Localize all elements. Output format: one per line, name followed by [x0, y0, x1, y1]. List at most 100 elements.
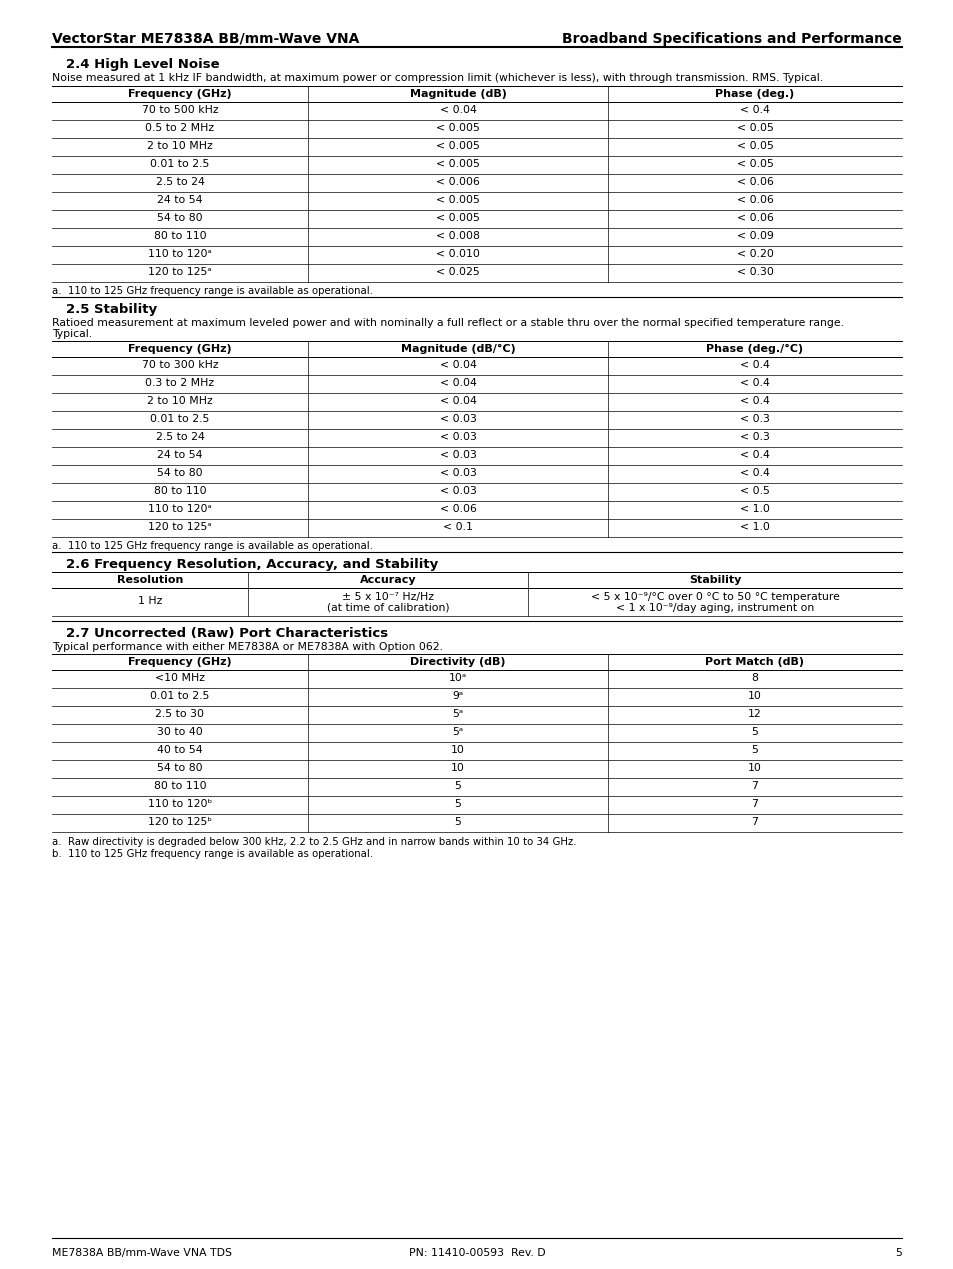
Text: 5: 5	[454, 817, 461, 827]
Text: < 0.06: < 0.06	[736, 213, 773, 223]
Text: Magnitude (dB/°C): Magnitude (dB/°C)	[400, 344, 515, 354]
Text: 10: 10	[747, 763, 761, 773]
Text: Port Match (dB): Port Match (dB)	[705, 657, 803, 667]
Text: 2.5 to 24: 2.5 to 24	[155, 431, 204, 442]
Text: < 0.4: < 0.4	[740, 450, 769, 459]
Text: a.  Raw directivity is degraded below 300 kHz, 2.2 to 2.5 GHz and in narrow band: a. Raw directivity is degraded below 300…	[52, 838, 576, 846]
Text: < 0.04: < 0.04	[439, 396, 476, 406]
Text: 110 to 120ᵇ: 110 to 120ᵇ	[148, 799, 212, 810]
Text: < 0.05: < 0.05	[736, 159, 773, 169]
Text: < 0.20: < 0.20	[736, 249, 773, 259]
Text: < 0.4: < 0.4	[740, 396, 769, 406]
Text: Typical performance with either ME7838A or ME7838A with Option 062.: Typical performance with either ME7838A …	[52, 642, 442, 652]
Text: < 1.0: < 1.0	[740, 504, 769, 514]
Text: Frequency (GHz): Frequency (GHz)	[128, 344, 232, 354]
Text: 54 to 80: 54 to 80	[157, 213, 203, 223]
Text: 70 to 500 kHz: 70 to 500 kHz	[142, 105, 218, 115]
Text: 54 to 80: 54 to 80	[157, 468, 203, 478]
Text: Stability: Stability	[688, 575, 740, 585]
Text: Typical.: Typical.	[52, 329, 92, 339]
Text: Phase (deg.): Phase (deg.)	[715, 89, 794, 99]
Text: 7: 7	[751, 817, 758, 827]
Text: 40 to 54: 40 to 54	[157, 745, 203, 755]
Text: a.  110 to 125 GHz frequency range is available as operational.: a. 110 to 125 GHz frequency range is ava…	[52, 286, 373, 296]
Text: 9ᵃ: 9ᵃ	[452, 692, 463, 700]
Text: < 0.025: < 0.025	[436, 266, 479, 277]
Text: 10: 10	[451, 745, 464, 755]
Text: < 0.03: < 0.03	[439, 414, 476, 424]
Text: 10: 10	[451, 763, 464, 773]
Text: 0.3 to 2 MHz: 0.3 to 2 MHz	[145, 378, 214, 388]
Text: 2 to 10 MHz: 2 to 10 MHz	[147, 141, 213, 151]
Text: 5: 5	[751, 745, 758, 755]
Text: 7: 7	[751, 780, 758, 791]
Text: < 0.005: < 0.005	[436, 213, 479, 223]
Text: Noise measured at 1 kHz IF bandwidth, at maximum power or compression limit (whi: Noise measured at 1 kHz IF bandwidth, at…	[52, 74, 822, 82]
Text: 2 to 10 MHz: 2 to 10 MHz	[147, 396, 213, 406]
Text: < 0.06: < 0.06	[439, 504, 476, 514]
Text: 10: 10	[747, 692, 761, 700]
Text: < 0.005: < 0.005	[436, 159, 479, 169]
Text: Frequency (GHz): Frequency (GHz)	[128, 657, 232, 667]
Text: < 0.005: < 0.005	[436, 195, 479, 206]
Text: 80 to 110: 80 to 110	[153, 486, 206, 496]
Text: < 0.03: < 0.03	[439, 486, 476, 496]
Text: < 0.05: < 0.05	[736, 141, 773, 151]
Text: VectorStar ME7838A BB/mm-Wave VNA: VectorStar ME7838A BB/mm-Wave VNA	[52, 32, 359, 46]
Text: < 0.005: < 0.005	[436, 141, 479, 151]
Text: 1 Hz: 1 Hz	[137, 596, 162, 607]
Text: ± 5 x 10⁻⁷ Hz/Hz: ± 5 x 10⁻⁷ Hz/Hz	[341, 593, 434, 602]
Text: Broadband Specifications and Performance: Broadband Specifications and Performance	[561, 32, 901, 46]
Text: 80 to 110: 80 to 110	[153, 780, 206, 791]
Text: 5ᵃ: 5ᵃ	[452, 709, 463, 720]
Text: 54 to 80: 54 to 80	[157, 763, 203, 773]
Text: 2.5 to 24: 2.5 to 24	[155, 176, 204, 187]
Text: < 0.04: < 0.04	[439, 105, 476, 115]
Text: 8: 8	[751, 673, 758, 683]
Text: 2.7 Uncorrected (Raw) Port Characteristics: 2.7 Uncorrected (Raw) Port Characteristi…	[66, 627, 388, 640]
Text: < 0.04: < 0.04	[439, 378, 476, 388]
Text: 7: 7	[751, 799, 758, 810]
Text: < 0.03: < 0.03	[439, 468, 476, 478]
Text: 120 to 125ᵃ: 120 to 125ᵃ	[148, 266, 212, 277]
Text: 2.6 Frequency Resolution, Accuracy, and Stability: 2.6 Frequency Resolution, Accuracy, and …	[66, 558, 437, 571]
Text: 5: 5	[454, 780, 461, 791]
Text: < 0.3: < 0.3	[740, 414, 769, 424]
Text: < 0.06: < 0.06	[736, 176, 773, 187]
Text: Magnitude (dB): Magnitude (dB)	[409, 89, 506, 99]
Text: a.  110 to 125 GHz frequency range is available as operational.: a. 110 to 125 GHz frequency range is ava…	[52, 541, 373, 551]
Text: 0.01 to 2.5: 0.01 to 2.5	[151, 159, 210, 169]
Text: < 0.5: < 0.5	[740, 486, 769, 496]
Text: Accuracy: Accuracy	[359, 575, 416, 585]
Text: < 0.04: < 0.04	[439, 360, 476, 371]
Text: 12: 12	[747, 709, 761, 720]
Text: 30 to 40: 30 to 40	[157, 727, 203, 737]
Text: PN: 11410-00593  Rev. D: PN: 11410-00593 Rev. D	[408, 1247, 545, 1258]
Text: < 1 x 10⁻⁹/day aging, instrument on: < 1 x 10⁻⁹/day aging, instrument on	[616, 603, 813, 613]
Text: <10 MHz: <10 MHz	[154, 673, 205, 683]
Text: < 0.09: < 0.09	[736, 231, 773, 241]
Text: 0.01 to 2.5: 0.01 to 2.5	[151, 414, 210, 424]
Text: < 0.4: < 0.4	[740, 105, 769, 115]
Text: < 0.3: < 0.3	[740, 431, 769, 442]
Text: 2.5 Stability: 2.5 Stability	[66, 303, 157, 316]
Text: < 0.4: < 0.4	[740, 360, 769, 371]
Text: 5: 5	[454, 799, 461, 810]
Text: 70 to 300 kHz: 70 to 300 kHz	[142, 360, 218, 371]
Text: 5ᵃ: 5ᵃ	[452, 727, 463, 737]
Text: < 0.06: < 0.06	[736, 195, 773, 206]
Text: < 0.03: < 0.03	[439, 450, 476, 459]
Text: < 0.006: < 0.006	[436, 176, 479, 187]
Text: 24 to 54: 24 to 54	[157, 195, 203, 206]
Text: 110 to 120ᵃ: 110 to 120ᵃ	[148, 504, 212, 514]
Text: Ratioed measurement at maximum leveled power and with nominally a full reflect o: Ratioed measurement at maximum leveled p…	[52, 319, 843, 327]
Text: 24 to 54: 24 to 54	[157, 450, 203, 459]
Text: Phase (deg./°C): Phase (deg./°C)	[706, 344, 802, 354]
Text: < 0.005: < 0.005	[436, 123, 479, 133]
Text: 80 to 110: 80 to 110	[153, 231, 206, 241]
Text: 10ᵃ: 10ᵃ	[449, 673, 467, 683]
Text: < 0.4: < 0.4	[740, 468, 769, 478]
Text: < 0.30: < 0.30	[736, 266, 773, 277]
Text: 110 to 120ᵃ: 110 to 120ᵃ	[148, 249, 212, 259]
Text: Frequency (GHz): Frequency (GHz)	[128, 89, 232, 99]
